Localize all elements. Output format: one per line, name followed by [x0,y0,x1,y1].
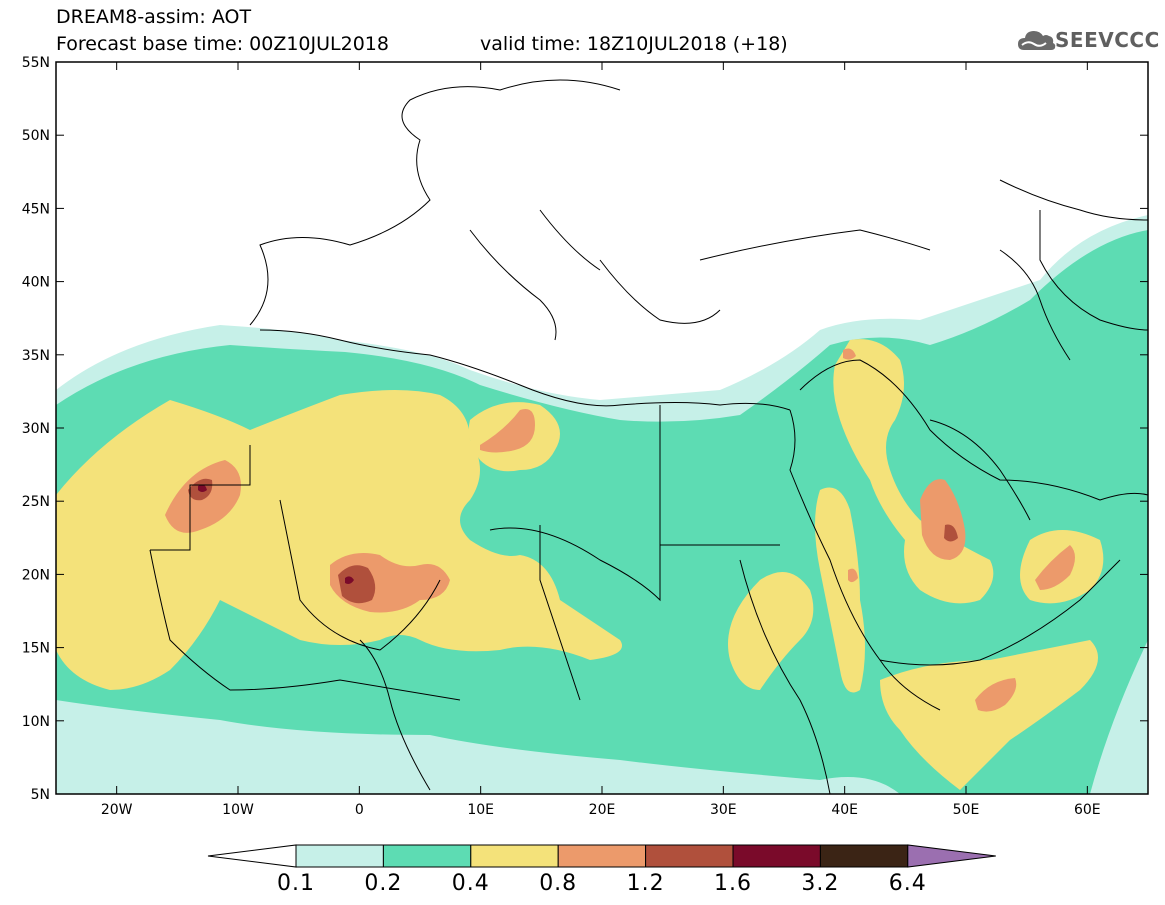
legend-label: 0.2 [364,871,403,896]
forecast-times: Forecast base time: 00Z10JUL2018 valid ti… [56,33,788,55]
lat-tick-label: 45N [22,201,50,217]
coastlines [149,79,1148,794]
cloud-icon [1018,31,1056,50]
aot-level-3 [728,572,814,690]
legend-label: 3.2 [801,871,840,896]
lon-tick-label: 40E [831,802,858,818]
lat-tick-label: 55N [22,55,50,71]
latitude-axis: 55N 50N 45N 40N 35N 30N 25N 20N 15N 10N 5N [22,55,1148,803]
aot-level-4 [480,409,535,453]
legend-label: 1.6 [714,871,752,896]
aot-level-3 [833,339,994,604]
longitude-axis: 20W 10W 0 10E 20E 30E 40E 50E 60E [101,62,1101,818]
legend-label: 0.1 [277,871,315,896]
lat-tick-label: 50N [22,128,50,144]
legend-min-arrow [207,844,297,868]
legend-swatch [645,844,734,868]
legend-swatch [470,844,559,868]
base-time-label: Forecast base time: 00Z10JUL2018 [56,33,389,55]
aot-level-3 [56,390,622,690]
legend-swatch [732,844,821,868]
logo-text: SEEVCCC [1055,28,1160,52]
legend-label: 6.4 [888,871,927,896]
lat-tick-label: 25N [22,494,50,510]
aot-level-5 [338,565,376,604]
lon-tick-label: 20W [101,802,133,818]
lon-tick-label: 60E [1074,802,1101,818]
lon-tick-label: 30E [710,802,737,818]
lat-tick-label: 20N [22,567,50,583]
legend-max-arrow [907,844,996,868]
aot-level-6 [345,576,354,584]
lon-tick-label: 10E [467,802,494,818]
legend-label: 0.8 [539,871,578,896]
lon-tick-label: 20E [589,802,616,818]
aot-level-4 [975,678,1017,712]
aot-level-3 [815,487,865,693]
valid-time-label: valid time: 18Z10JUL2018 (+18) [480,33,788,55]
lat-tick-label: 35N [22,348,50,364]
lat-tick-label: 5N [31,787,50,803]
legend-swatch [295,844,384,868]
lat-tick-label: 10N [22,714,50,730]
chart-title: DREAM8-assim: AOT [56,6,252,28]
aot-level-5 [944,524,958,542]
aot-level-4 [843,348,856,360]
lon-tick-label: 0 [355,802,364,818]
legend-label: 0.4 [451,871,490,896]
lon-tick-label: 10W [222,802,254,818]
lon-tick-label: 50E [953,802,980,818]
legend-swatch [819,844,909,868]
aot-level-4 [848,568,858,583]
aot-level-4 [1035,545,1075,590]
legend-swatch [557,844,647,868]
lat-tick-label: 15N [22,641,50,657]
lat-tick-label: 30N [22,421,50,437]
legend-swatch [382,844,472,868]
legend-label: 1.2 [626,871,665,896]
aot-level-6 [198,484,207,492]
aot-level-3 [880,640,1098,790]
lat-tick-label: 40N [22,275,50,291]
